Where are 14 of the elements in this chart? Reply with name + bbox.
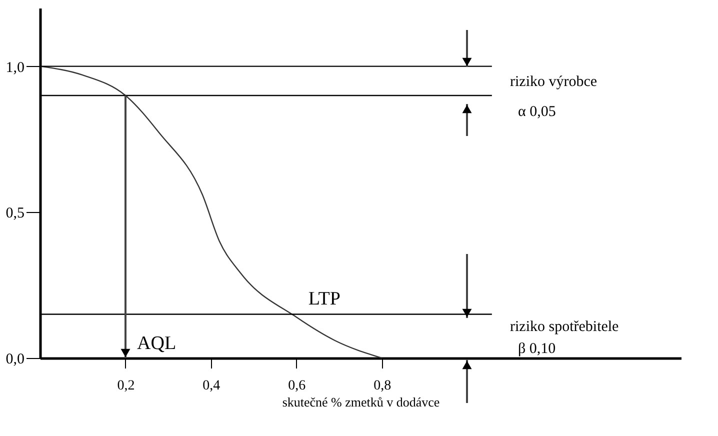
y-tick-label: 0,5 bbox=[6, 206, 24, 222]
annotation: β 0,10 bbox=[518, 341, 556, 357]
y-tick-label: 0,0 bbox=[6, 352, 24, 368]
x-tick-label: 0,6 bbox=[288, 378, 306, 394]
x-tick-label: 0,4 bbox=[202, 378, 220, 394]
x-tick-label: 0,2 bbox=[117, 378, 135, 394]
annotation: riziko výrobce bbox=[510, 74, 598, 90]
annotation: α 0,05 bbox=[518, 104, 556, 120]
x-tick-label: 0,8 bbox=[374, 378, 392, 394]
annotation: AQL bbox=[137, 333, 176, 354]
annotation: LTP bbox=[308, 288, 340, 310]
x-axis-title: skutečné % zmetků v dodávce bbox=[282, 394, 440, 410]
y-tick-label: 1,0 bbox=[6, 60, 24, 76]
annotation: riziko spotřebitele bbox=[510, 319, 620, 335]
